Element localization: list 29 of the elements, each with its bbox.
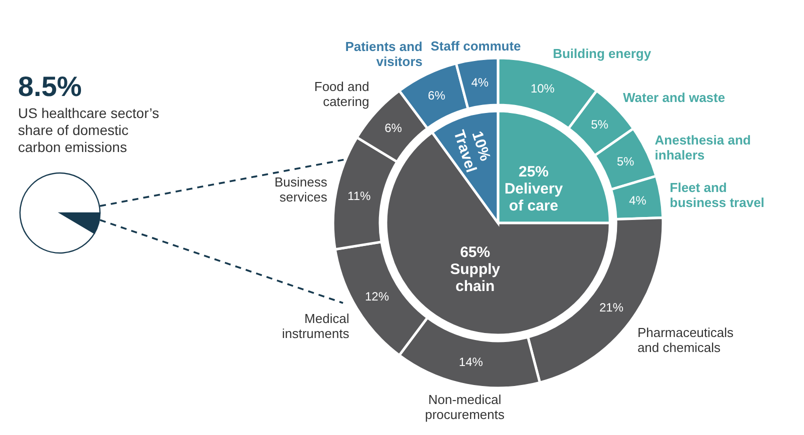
slice-label: Supply chain xyxy=(450,260,501,295)
data-label: 5% xyxy=(590,118,609,132)
slice-label: Food and catering xyxy=(314,79,370,110)
slice-label: Building energy xyxy=(552,46,652,61)
slice-label: Non-medical procurements xyxy=(424,392,505,422)
data-label: 5% xyxy=(616,154,634,169)
data-label: 10% xyxy=(530,82,555,96)
data-label: 25% xyxy=(518,163,549,180)
data-label: 65% xyxy=(460,244,490,261)
chart-subtitle: US healthcare sector’s share of domestic carbon emissions xyxy=(18,105,160,155)
slice-label: Medical instruments xyxy=(282,311,350,342)
pie-slice xyxy=(19,172,101,254)
data-label: 6% xyxy=(428,88,446,103)
data-label: 12% xyxy=(364,289,390,304)
slice-label: Patients and visitors xyxy=(345,39,423,70)
slice-label: Delivery of care xyxy=(504,180,564,214)
data-label: 11% xyxy=(348,188,371,203)
slice-label: Pharmaceuticals and chemicals xyxy=(637,325,734,356)
data-label: 4% xyxy=(629,193,647,208)
data-label: 4% xyxy=(471,76,489,90)
chart-title: 8.5% xyxy=(18,71,82,102)
slice-label: Fleet and business travel xyxy=(670,180,764,210)
data-label: 21% xyxy=(599,300,624,315)
slice-label: Water and waste xyxy=(622,90,726,105)
data-label: 14% xyxy=(458,354,484,369)
data-label: 6% xyxy=(384,120,402,135)
slice-label: Business services xyxy=(274,174,328,205)
slice-label: Staff commute xyxy=(430,38,521,54)
slice-label: Anesthesia and inhalers xyxy=(654,132,751,163)
